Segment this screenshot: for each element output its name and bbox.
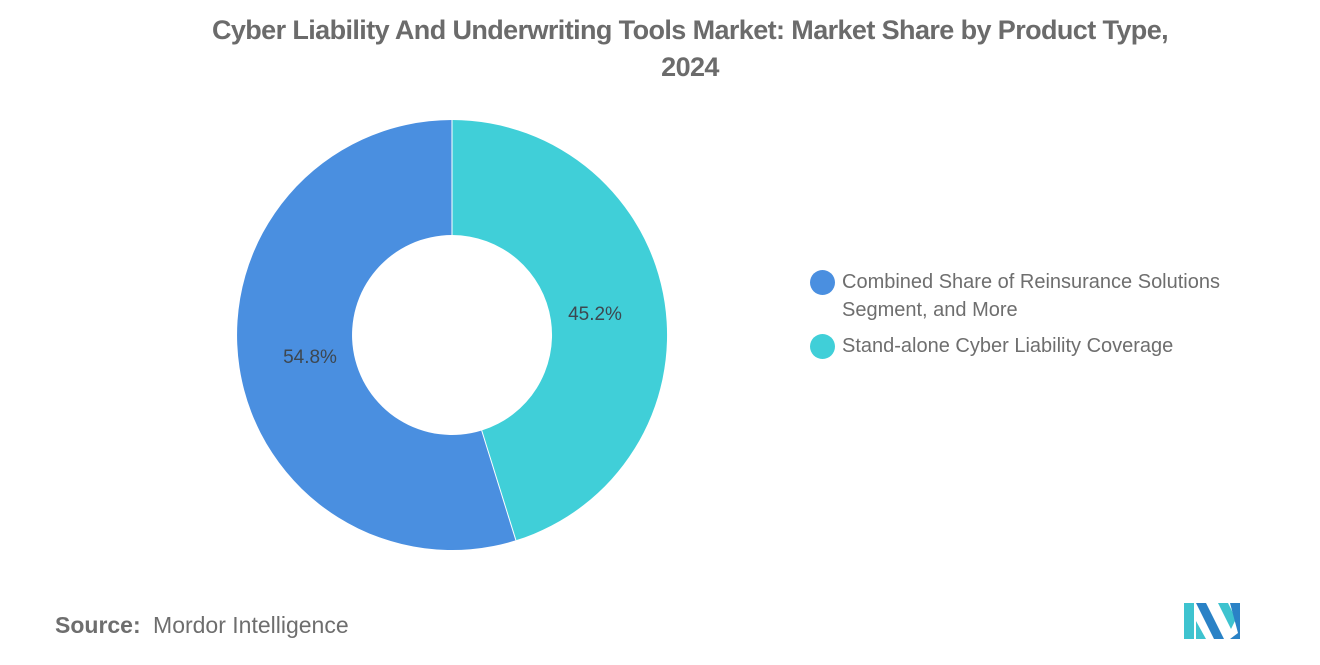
slice-standalone[interactable] [452,119,668,541]
legend-label: Stand-alone Cyber Liability Coverage [842,335,1174,357]
source-key: Source: [55,612,141,638]
source-note: Source: Mordor Intelligence [55,612,349,639]
chart-title-line1: Cyber Liability And Underwriting Tools M… [211,15,1169,45]
legend-swatch-icon [810,270,835,295]
legend-item-standalone[interactable]: Stand-alone Cyber Liability Coverage [810,332,1280,360]
slice-label-standalone: 45.2% [568,304,622,325]
slice-label-combined: 54.8% [283,347,337,368]
chart-title: Cyber Liability And Underwriting Tools M… [0,12,1320,86]
mordor-logo-icon [1184,603,1240,639]
legend: Combined Share of Reinsurance Solutions … [810,268,1280,368]
chart-title-line2: 2024 [661,52,719,82]
source-value: Mordor Intelligence [153,612,349,638]
slice-combined[interactable] [237,120,516,550]
legend-item-combined[interactable]: Combined Share of Reinsurance Solutions … [810,268,1280,324]
legend-label: Combined Share of Reinsurance Solutions … [842,271,1220,321]
legend-swatch-icon [810,334,835,359]
slice-divider [481,430,517,541]
